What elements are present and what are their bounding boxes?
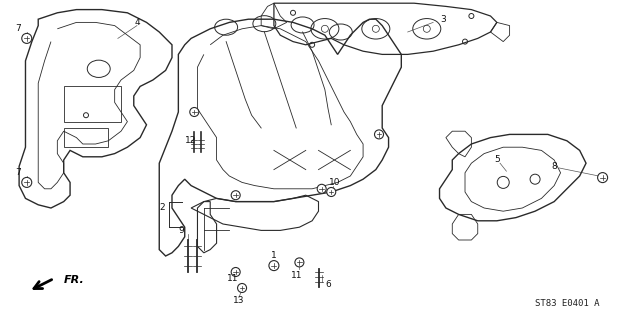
Circle shape: [22, 33, 32, 44]
Text: 6: 6: [325, 280, 331, 289]
Circle shape: [327, 188, 336, 196]
Text: 11: 11: [227, 274, 238, 283]
Text: 3: 3: [440, 15, 446, 24]
Circle shape: [22, 177, 32, 188]
Circle shape: [269, 260, 279, 271]
Text: FR.: FR.: [64, 275, 85, 285]
Text: 7: 7: [15, 24, 21, 33]
Circle shape: [295, 258, 304, 267]
Circle shape: [190, 108, 199, 116]
Text: 13: 13: [233, 296, 245, 305]
Circle shape: [238, 284, 247, 292]
Text: ST83 E0401 A: ST83 E0401 A: [534, 300, 599, 308]
Text: 4: 4: [134, 18, 140, 27]
Circle shape: [317, 184, 326, 193]
Text: 1: 1: [271, 252, 277, 260]
Circle shape: [231, 268, 240, 276]
Text: 8: 8: [551, 162, 557, 171]
Text: 7: 7: [15, 168, 21, 177]
Text: 10: 10: [329, 178, 340, 187]
Text: 9: 9: [178, 226, 185, 235]
Circle shape: [375, 130, 383, 139]
Circle shape: [598, 172, 608, 183]
Circle shape: [231, 191, 240, 200]
Text: 5: 5: [494, 156, 500, 164]
Text: 2: 2: [160, 204, 165, 212]
Text: 11: 11: [290, 271, 302, 280]
Text: 12: 12: [185, 136, 197, 145]
